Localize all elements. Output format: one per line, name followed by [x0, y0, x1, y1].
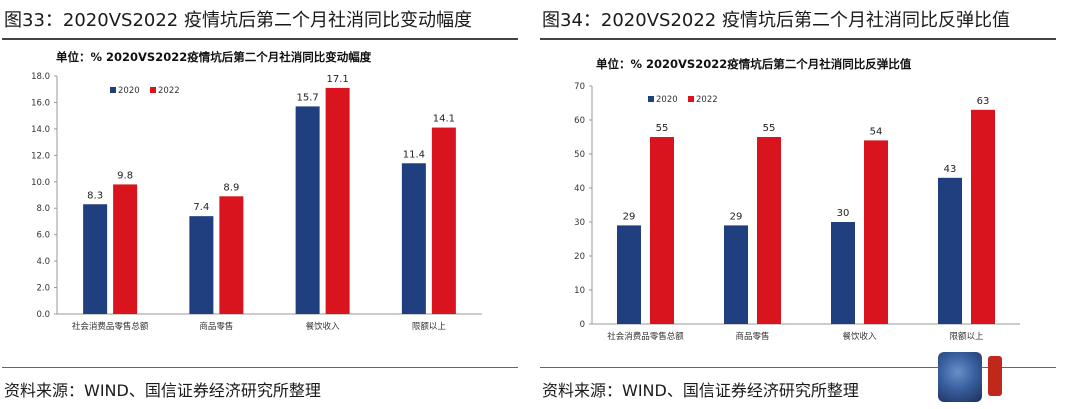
corner-logo-icon: [938, 352, 982, 402]
category-label: 限额以上: [949, 331, 984, 342]
data-label: 29: [623, 211, 636, 222]
figure-34-panel: 图34：2020VS2022 疫情坑后第二个月社消同比反弹比值 单位：% 202…: [540, 0, 1060, 409]
bar-2022: [219, 196, 244, 314]
category-label: 限额以上: [412, 321, 447, 332]
figure-title: 图34：2020VS2022 疫情坑后第二个月社消同比反弹比值: [542, 10, 1010, 31]
legend-swatch: [150, 87, 156, 93]
y-tick-label: 10.0: [31, 178, 50, 188]
bar-2020: [938, 177, 962, 324]
figure-title: 图33：2020VS2022 疫情坑后第二个月社消同比变动幅度: [4, 10, 472, 31]
bar-2020: [617, 225, 641, 324]
bar-2022: [113, 184, 138, 314]
y-tick-label: 0: [580, 320, 585, 330]
bar-2020: [831, 222, 855, 324]
legend-label: 2020: [656, 95, 678, 105]
y-tick-label: 0.0: [36, 310, 50, 320]
y-tick-label: 18.0: [31, 72, 50, 82]
source-note: 资料来源：WIND、国信证券经济研究所整理: [4, 381, 321, 400]
data-label: 55: [656, 123, 669, 134]
y-tick-label: 50: [574, 150, 585, 160]
bar-chart-rebound-ratio: 单位：% 2020VS2022疫情坑后第二个月社消同比反弹比值 0 10 20 30 40…: [574, 57, 1020, 342]
category-label: 社会消费品零售总额: [607, 331, 684, 342]
category-label: 商品零售: [199, 321, 233, 332]
bar-2022: [431, 127, 456, 314]
legend-swatch: [688, 96, 694, 102]
data-label: 63: [977, 96, 990, 107]
data-label: 7.4: [193, 202, 209, 213]
bar-2022: [325, 87, 350, 315]
y-tick-label: 30: [574, 218, 585, 228]
bar-2020: [295, 106, 320, 315]
bar-2020: [401, 163, 426, 314]
data-label: 9.8: [117, 170, 133, 181]
bar-2022: [864, 140, 888, 324]
category-label: 商品零售: [735, 331, 769, 342]
source-note: 资料来源：WIND、国信证券经济研究所整理: [542, 381, 859, 400]
bar-2020: [189, 216, 214, 314]
data-label: 8.3: [87, 190, 103, 201]
chart-title: 单位：% 2020VS2022疫情坑后第二个月社消同比反弹比值: [596, 57, 912, 71]
bar-2020: [83, 204, 108, 314]
y-tick-label: 60: [574, 116, 585, 126]
data-label: 8.9: [223, 182, 239, 193]
data-label: 11.4: [403, 149, 425, 160]
source-rule: [2, 367, 518, 368]
y-tick-label: 14.0: [31, 125, 50, 135]
data-label: 29: [730, 211, 743, 222]
bar-2022: [650, 137, 674, 324]
corner-logo-mark-icon: [988, 356, 1002, 396]
data-label: 15.7: [296, 92, 318, 103]
y-tick-label: 10: [574, 286, 585, 296]
bar-2022: [757, 137, 781, 324]
data-label: 14.1: [433, 114, 455, 125]
data-label: 55: [763, 123, 776, 134]
figure-33-panel: 图33：2020VS2022 疫情坑后第二个月社消同比变动幅度 单位：% 202…: [2, 0, 522, 409]
data-label: 30: [837, 208, 850, 219]
legend-swatch: [648, 96, 654, 102]
category-label: 餐饮收入: [306, 321, 341, 332]
y-tick-label: 12.0: [31, 151, 50, 161]
y-tick-label: 16.0: [31, 98, 50, 108]
y-tick-label: 6.0: [36, 231, 50, 241]
legend-label: 2022: [158, 86, 180, 96]
bar-2022: [971, 109, 995, 324]
bar-chart-change-magnitude: 单位：% 2020VS2022疫情坑后第二个月社消同比变动幅度 0.0 2.0 4.0…: [31, 50, 482, 332]
title-rule: [540, 38, 1056, 40]
data-label: 17.1: [326, 74, 348, 85]
category-label: 社会消费品零售总额: [72, 321, 149, 332]
title-rule: [2, 38, 518, 40]
bar-2020: [724, 225, 748, 324]
y-tick-label: 70: [574, 82, 585, 92]
data-label: 43: [944, 164, 957, 175]
y-tick-label: 4.0: [36, 257, 50, 267]
y-tick-label: 8.0: [36, 204, 50, 214]
chart-title: 单位：% 2020VS2022疫情坑后第二个月社消同比变动幅度: [56, 50, 372, 64]
category-label: 餐饮收入: [842, 331, 877, 342]
legend-label: 2022: [696, 95, 718, 105]
legend-swatch: [110, 87, 116, 93]
source-rule: [540, 367, 1056, 368]
y-tick-label: 2.0: [36, 284, 50, 294]
data-label: 54: [870, 126, 883, 137]
y-tick-label: 20: [574, 252, 585, 262]
y-tick-label: 40: [574, 184, 585, 194]
legend-label: 2020: [118, 86, 140, 96]
